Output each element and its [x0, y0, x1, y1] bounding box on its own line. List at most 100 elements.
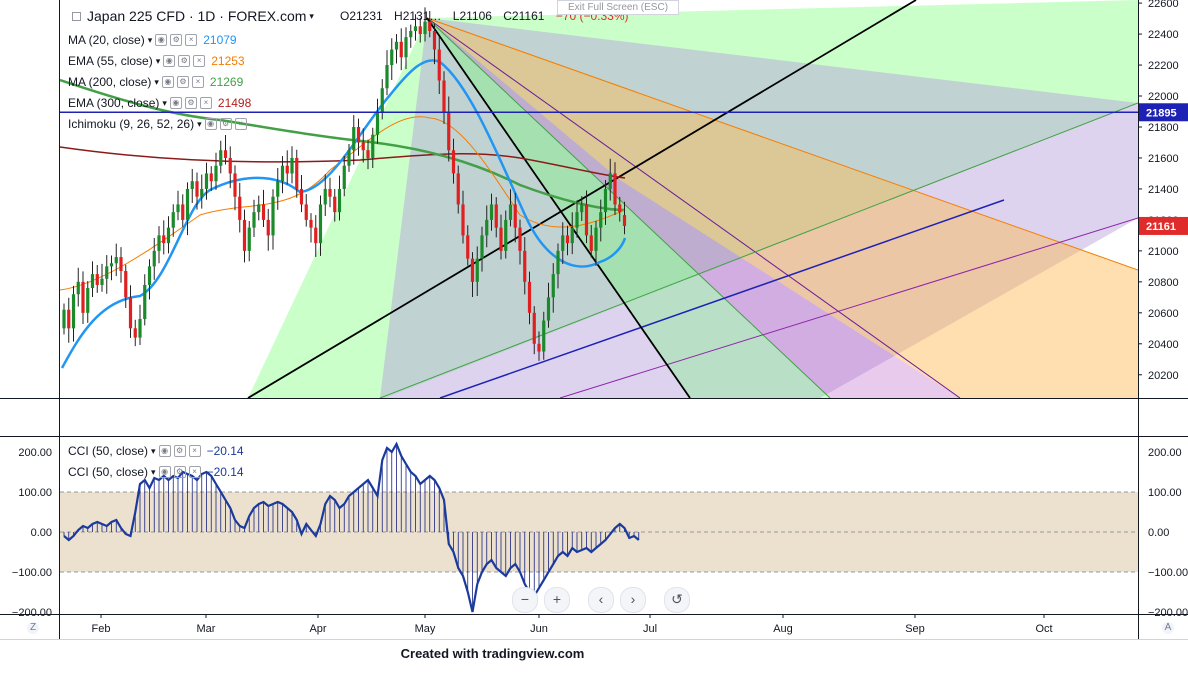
settings-icon[interactable]: ⚙ — [170, 34, 183, 46]
ema300-line — [60, 146, 626, 179]
cci-tick-label-right: 100.00 — [1148, 487, 1182, 499]
zoom-out-button[interactable]: − — [512, 587, 538, 613]
candle-body — [171, 212, 175, 228]
chevron-down-icon[interactable]: ▾ — [151, 445, 156, 456]
candle-body — [219, 150, 223, 166]
candle-body — [466, 235, 470, 259]
scroll-right-button[interactable]: › — [620, 587, 646, 613]
candle-body — [76, 281, 80, 295]
candle-body — [589, 235, 593, 251]
close-icon[interactable]: × — [185, 34, 198, 46]
price-badge — [1139, 216, 1188, 235]
candle-body — [314, 227, 318, 244]
candle-body — [86, 288, 90, 313]
chevron-down-icon[interactable]: ▾ — [309, 10, 314, 21]
eye-icon[interactable]: ◉ — [161, 76, 174, 88]
chevron-down-icon[interactable]: ▾ — [151, 466, 156, 477]
time-tick-label: Jul — [643, 623, 657, 635]
candle-body — [100, 278, 104, 285]
close-icon[interactable]: × — [191, 76, 204, 88]
candle-body — [475, 258, 479, 282]
close-icon[interactable]: × — [188, 445, 201, 457]
candle-body — [238, 196, 242, 220]
candle-body — [128, 297, 133, 329]
candle-body — [81, 281, 85, 313]
indicator-legend-row[interactable]: Ichimoku (9, 26, 52, 26) ▾ ◉ ⚙ × — [68, 115, 247, 133]
settings-icon[interactable]: ⚙ — [173, 466, 186, 478]
eye-icon[interactable]: ◉ — [204, 118, 217, 130]
eye-icon[interactable]: ◉ — [158, 445, 171, 457]
symbol-label: Japan 225 CFD · 1D · FOREX.com — [87, 8, 307, 24]
candle-body — [584, 204, 589, 236]
candle-body — [380, 88, 384, 112]
cci-legend-row[interactable]: CCI (50, close) ▾ ◉ ⚙ × −20.14 — [68, 463, 244, 481]
candle-body — [223, 150, 228, 158]
settings-icon[interactable]: ⚙ — [176, 76, 189, 88]
corner-left-label[interactable]: Z — [27, 622, 39, 634]
collapse-icon[interactable] — [72, 11, 81, 21]
price-tick-label: 22400 — [1148, 29, 1179, 41]
close-icon[interactable]: × — [188, 466, 201, 478]
price-badge-label: 21895 — [1146, 107, 1177, 119]
settings-icon[interactable]: ⚙ — [219, 118, 232, 130]
candle-body — [62, 309, 66, 329]
indicator-legend-label: MA (20, close) — [68, 33, 145, 47]
candle-body — [295, 157, 299, 189]
candle-body — [323, 188, 327, 205]
exit-fullscreen-button[interactable]: Exit Full Screen (ESC) — [557, 0, 680, 15]
eye-icon[interactable]: ◉ — [158, 466, 171, 478]
scroll-left-button[interactable]: ‹ — [588, 587, 614, 613]
settings-icon[interactable]: ⚙ — [173, 445, 186, 457]
candle-body — [252, 212, 256, 228]
candle-body — [328, 188, 332, 197]
indicator-legend-row[interactable]: MA (20, close) ▾ ◉ ⚙ × 21079 — [68, 31, 237, 49]
price-tick-label: 20400 — [1148, 339, 1179, 351]
time-tick-label: Jun — [530, 623, 548, 635]
candle-body — [133, 328, 137, 338]
candle-body — [185, 188, 190, 220]
indicator-legend-row[interactable]: EMA (55, close) ▾ ◉ ⚙ × 21253 — [68, 52, 245, 70]
indicator-legend-row[interactable]: EMA (300, close) ▾ ◉ ⚙ × 21498 — [68, 94, 251, 112]
channel-line-green — [379, 102, 1138, 398]
ohlc-low: L21106 — [452, 9, 492, 23]
cci-legend-row[interactable]: CCI (50, close) ▾ ◉ ⚙ × −20.14 — [68, 442, 244, 460]
close-icon[interactable]: × — [234, 118, 247, 130]
symbol-title[interactable]: Japan 225 CFD · 1D · FOREX.com ▾ — [72, 8, 314, 24]
eye-icon[interactable]: ◉ — [163, 55, 176, 67]
candle-body — [119, 257, 123, 272]
candle-body — [518, 227, 522, 251]
candle-body — [276, 181, 280, 197]
candle-body — [447, 111, 451, 151]
chevron-down-icon[interactable]: ▾ — [162, 97, 167, 108]
indicator-legend-label: MA (200, close) — [68, 75, 152, 89]
settings-icon[interactable]: ⚙ — [184, 97, 197, 109]
eye-icon[interactable]: ◉ — [169, 97, 182, 109]
chevron-down-icon[interactable]: ▾ — [197, 118, 202, 129]
reset-chart-button[interactable]: ↺ — [664, 587, 690, 613]
candle-body — [546, 297, 551, 321]
candle-body — [342, 165, 346, 189]
zoom-in-button[interactable]: + — [544, 587, 570, 613]
close-icon[interactable]: × — [199, 97, 212, 109]
candle-body — [580, 204, 584, 213]
chevron-down-icon[interactable]: ▾ — [155, 55, 161, 66]
corner-right-label[interactable]: A — [1162, 622, 1174, 634]
settings-icon[interactable]: ⚙ — [178, 55, 191, 67]
candles — [62, 7, 627, 361]
close-icon[interactable]: × — [193, 55, 206, 67]
cci-tick-label-right: −200.00 — [1148, 607, 1188, 619]
candle-body — [456, 173, 460, 205]
cci-tick-label-right: 200.00 — [1148, 447, 1182, 459]
indicator-legend-label: EMA (55, close) — [68, 54, 153, 68]
indicator-legend-row[interactable]: MA (200, close) ▾ ◉ ⚙ × 21269 — [68, 73, 243, 91]
cci-tick-label-left: 0.00 — [31, 527, 52, 539]
candle-body — [375, 111, 380, 135]
cci-pane — [60, 441, 1138, 613]
candle-body — [385, 65, 389, 89]
candle-body — [347, 150, 351, 166]
eye-icon[interactable]: ◉ — [155, 34, 168, 46]
chevron-down-icon[interactable]: ▾ — [154, 76, 159, 87]
candle-body — [461, 204, 465, 236]
chevron-down-icon[interactable]: ▾ — [147, 34, 153, 45]
